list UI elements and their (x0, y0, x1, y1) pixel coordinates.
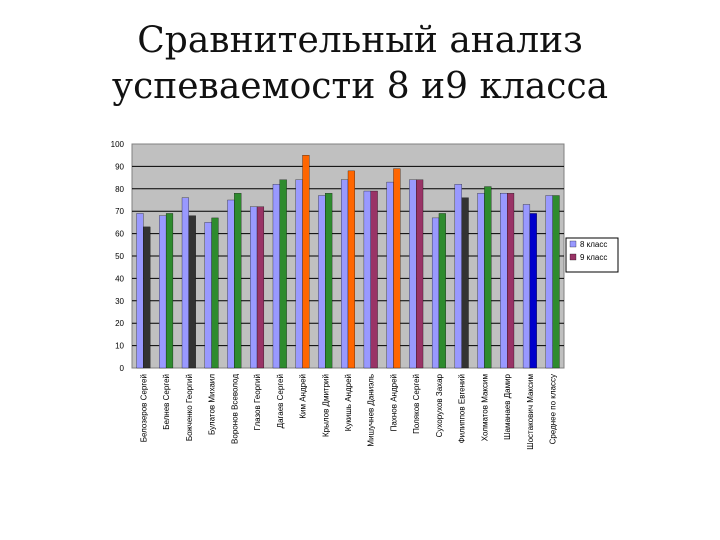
x-tick-label: Кукишь Андрей (344, 374, 353, 431)
bar-9-klass (529, 213, 537, 369)
bar-9-klass (279, 179, 287, 369)
bar-8-klass (295, 179, 303, 369)
x-tick-label: Ким Андрей (299, 374, 308, 419)
slide-title: Сравнительный анализ успеваемости 8 и9 к… (0, 18, 720, 110)
x-tick-label: Шаманаев Дамир (503, 373, 512, 439)
x-tick-label: Булатов Михаил (208, 374, 217, 435)
bar-9-klass (461, 197, 469, 369)
bar-8-klass (500, 193, 508, 369)
bar-9-klass (507, 193, 515, 369)
bar-8-klass (545, 195, 553, 369)
x-tick-label: Пахнов Андрей (389, 374, 398, 431)
x-tick-label: Сухорухов Захар (435, 373, 444, 437)
x-tick-label: Крылов Дмитрий (321, 374, 330, 437)
legend-swatch (569, 253, 577, 261)
bar-9-klass (438, 213, 446, 369)
bar-8-klass (272, 184, 280, 369)
bar-9-klass (143, 226, 151, 369)
bar-9-klass (416, 179, 424, 369)
bar-8-klass (431, 217, 440, 369)
y-tick-label: 80 (115, 185, 124, 194)
slide-title-line-2: успеваемости 8 и9 класса (111, 66, 609, 107)
x-axis-labels: Белозеров Сергей Белнев Сергей Божченко Ге… (139, 373, 557, 449)
bar-9-klass (370, 190, 378, 369)
bar-8-klass (454, 184, 462, 369)
bar-9-klass (256, 206, 265, 369)
x-tick-label: Холматов Максим (480, 374, 489, 441)
bar-8-klass (250, 206, 258, 369)
bar-9-klass (325, 193, 333, 369)
slide-title-line-1: Сравнительный анализ (137, 20, 583, 61)
x-tick-label: Божченко Георгий (185, 374, 194, 441)
y-tick-label: 60 (115, 230, 124, 239)
x-tick-label: Воронов Всеволод (230, 374, 239, 444)
legend-swatch (569, 240, 577, 248)
x-tick-label: Белнев Сергей (162, 374, 171, 430)
bar-9-klass (188, 215, 196, 369)
bar-9-klass (302, 155, 310, 369)
bar-8-klass (363, 190, 371, 369)
bar-9-klass (484, 186, 492, 369)
y-tick-label: 70 (115, 207, 124, 216)
bar-9-klass (552, 195, 560, 369)
y-tick-label: 50 (115, 252, 124, 261)
bar-8-klass (522, 204, 531, 369)
bar-8-klass (204, 222, 212, 369)
bar-8-klass (409, 179, 417, 369)
x-tick-label: Дагаев Сергей (276, 374, 285, 428)
bar-8-klass (181, 197, 189, 369)
legend-label: 9 класс (580, 253, 607, 262)
x-tick-label: Филиппов Евгений (458, 374, 467, 443)
legend: 8 класс 9 класс (565, 237, 619, 273)
y-tick-label: 20 (115, 319, 124, 328)
bar-8-klass (386, 181, 394, 369)
bar-9-klass (393, 168, 401, 369)
x-tick-label: Мишучнев Даниэль (367, 374, 376, 447)
bar-8-klass (159, 215, 167, 369)
y-tick-label: 10 (115, 342, 124, 351)
y-axis-ticks: 0 10 20 30 40 50 60 70 80 90 100 (111, 140, 125, 373)
legend-label: 8 класс (580, 240, 607, 249)
x-tick-label: Шостакович Максим (526, 374, 535, 450)
bar-9-klass (347, 170, 355, 369)
bar-8-klass (227, 199, 235, 369)
bar-9-klass (211, 217, 219, 369)
x-tick-label: Глазов Георгий (253, 374, 262, 430)
bar-8-klass (477, 193, 485, 369)
bar-8-klass (341, 179, 349, 369)
y-tick-label: 40 (115, 274, 124, 283)
bar-9-klass (165, 213, 174, 369)
y-tick-label: 90 (115, 162, 124, 171)
bar-8-klass (136, 213, 144, 369)
y-tick-label: 30 (115, 297, 124, 306)
bar-9-klass (234, 193, 242, 369)
y-tick-label: 0 (120, 364, 125, 373)
y-tick-label: 100 (111, 140, 125, 149)
x-tick-label: Белозеров Сергей (139, 374, 148, 442)
x-tick-label: Поляков Сергей (412, 374, 421, 434)
bars (136, 155, 560, 369)
x-tick-label: Среднее по классу (549, 374, 558, 444)
bar-8-klass (318, 195, 326, 369)
